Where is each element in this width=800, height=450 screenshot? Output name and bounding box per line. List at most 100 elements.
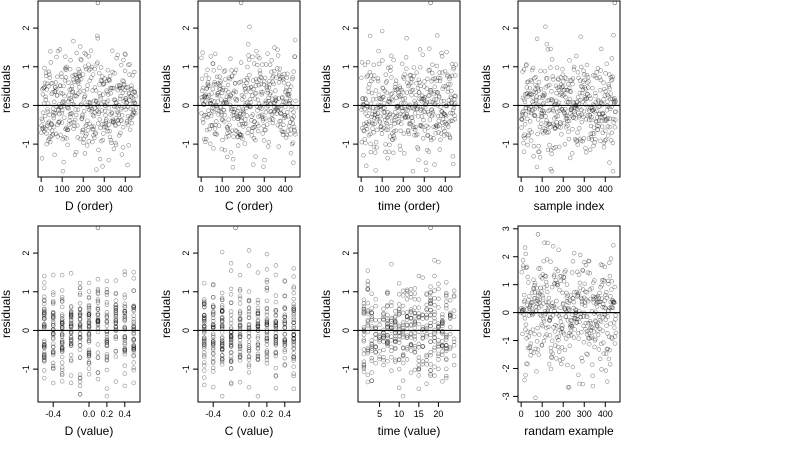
data-point: [55, 48, 61, 54]
data-point: [86, 321, 92, 326]
data-point: [372, 109, 378, 114]
data-point: [436, 341, 441, 347]
data-point: [205, 84, 211, 89]
data-point: [291, 306, 296, 311]
data-point: [412, 320, 418, 326]
data-point: [606, 133, 611, 138]
data-point: [131, 368, 136, 373]
data-point: [602, 86, 607, 92]
data-point: [586, 106, 591, 111]
data-point: [273, 334, 279, 339]
data-point: [128, 94, 133, 99]
data-point: [369, 348, 374, 353]
data-point: [381, 334, 386, 339]
data-point: [452, 113, 457, 118]
data-point: [397, 86, 403, 91]
data-point: [542, 240, 547, 245]
data-point: [264, 333, 270, 338]
data-point: [114, 116, 119, 121]
data-point: [416, 297, 422, 302]
data-point: [410, 168, 416, 174]
data-point: [221, 100, 226, 105]
data-point: [104, 355, 110, 360]
data-point: [612, 96, 617, 101]
data-point: [562, 332, 567, 337]
data-point: [228, 343, 234, 348]
data-point: [77, 301, 83, 306]
data-point: [237, 317, 243, 322]
data-point: [246, 357, 252, 362]
data-point: [359, 139, 364, 145]
data-point: [575, 130, 580, 135]
data-point: [79, 129, 85, 135]
data-point: [228, 309, 234, 314]
data-point: [44, 87, 50, 92]
data-point: [428, 332, 433, 338]
data-point: [255, 62, 260, 68]
data-point: [554, 281, 560, 286]
data-point: [575, 294, 580, 299]
data-point: [525, 79, 531, 84]
data-point: [444, 49, 449, 55]
data-point: [49, 81, 54, 86]
data-point: [564, 295, 569, 300]
data-point: [579, 107, 584, 113]
data-point: [264, 319, 270, 324]
data-point: [41, 85, 47, 90]
data-point: [448, 94, 453, 99]
data-point: [246, 370, 252, 375]
data-point: [381, 317, 386, 323]
data-point: [579, 112, 585, 117]
data-point: [116, 112, 122, 117]
data-point: [447, 331, 453, 337]
y-tick-label: -1: [181, 140, 191, 148]
data-point: [369, 378, 374, 383]
data-point: [202, 299, 207, 304]
data-point: [400, 378, 406, 383]
data-point: [549, 303, 555, 309]
data-point: [400, 346, 406, 351]
data-point: [537, 149, 542, 154]
data-point: [246, 306, 252, 311]
data-point: [427, 99, 433, 104]
data-point: [92, 135, 97, 141]
data-point: [272, 100, 277, 106]
data-point: [211, 345, 216, 351]
data-point: [404, 357, 410, 362]
data-point: [219, 362, 225, 367]
data-point: [534, 285, 539, 291]
data-point: [580, 267, 585, 273]
data-point: [246, 323, 252, 328]
data-point: [377, 354, 382, 359]
data-point: [214, 119, 219, 124]
data-point: [255, 346, 261, 352]
data-point: [524, 62, 529, 67]
data-point: [547, 142, 552, 148]
data-point: [594, 115, 600, 120]
data-point: [447, 74, 452, 80]
data-point: [422, 79, 427, 84]
data-point: [538, 266, 543, 271]
data-point: [568, 89, 574, 94]
data-point: [561, 79, 566, 84]
data-point: [291, 337, 296, 342]
data-point: [361, 347, 367, 352]
data-point: [408, 342, 414, 347]
data-point: [561, 108, 566, 114]
data-point: [269, 116, 275, 121]
data-point: [131, 337, 136, 342]
data-point: [237, 80, 242, 85]
data-point: [252, 119, 257, 124]
data-point: [255, 297, 261, 303]
data-point: [133, 110, 138, 116]
data-point: [59, 345, 65, 351]
data-point: [544, 283, 550, 288]
data-point: [445, 72, 450, 78]
data-point: [598, 88, 603, 93]
x-tick-label: 0.2: [261, 409, 274, 419]
data-point: [425, 133, 430, 139]
data-point: [572, 109, 577, 114]
data-point: [540, 102, 546, 107]
data-point: [42, 307, 47, 312]
